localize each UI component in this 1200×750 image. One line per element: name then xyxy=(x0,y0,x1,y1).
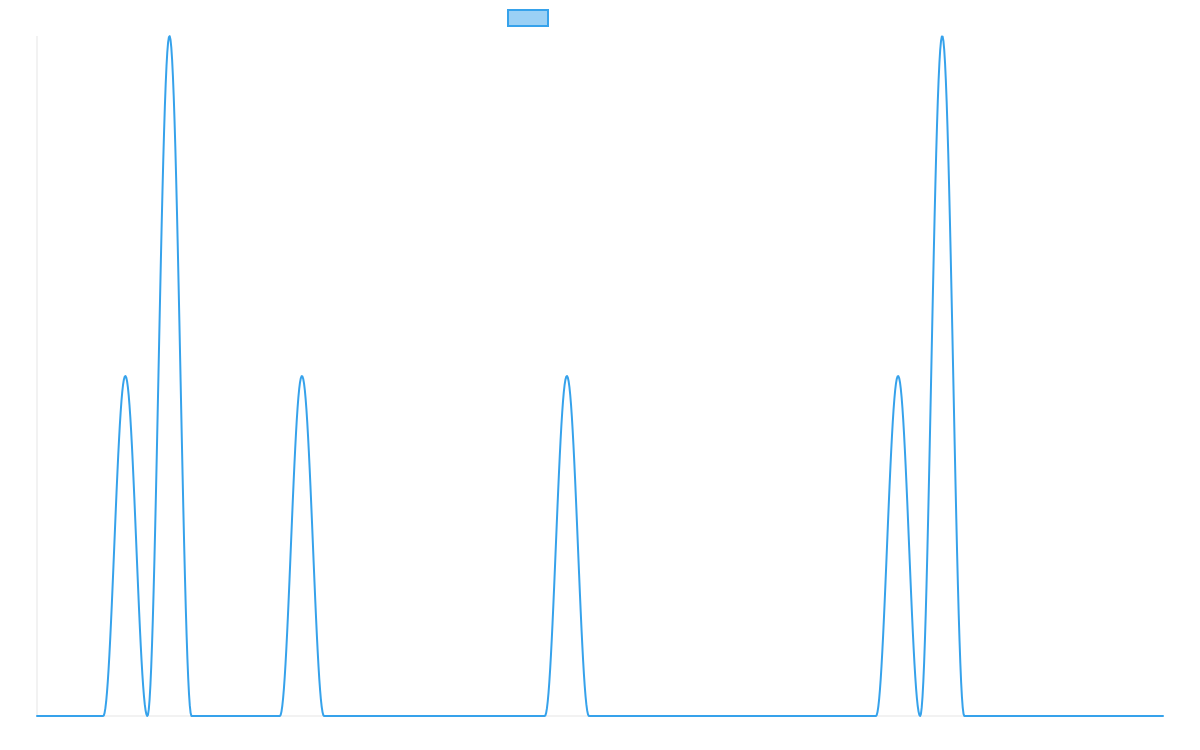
legend[interactable] xyxy=(507,9,549,27)
legend-swatch[interactable] xyxy=(507,9,549,27)
series-layer xyxy=(36,35,1164,717)
series-line xyxy=(36,35,1164,717)
